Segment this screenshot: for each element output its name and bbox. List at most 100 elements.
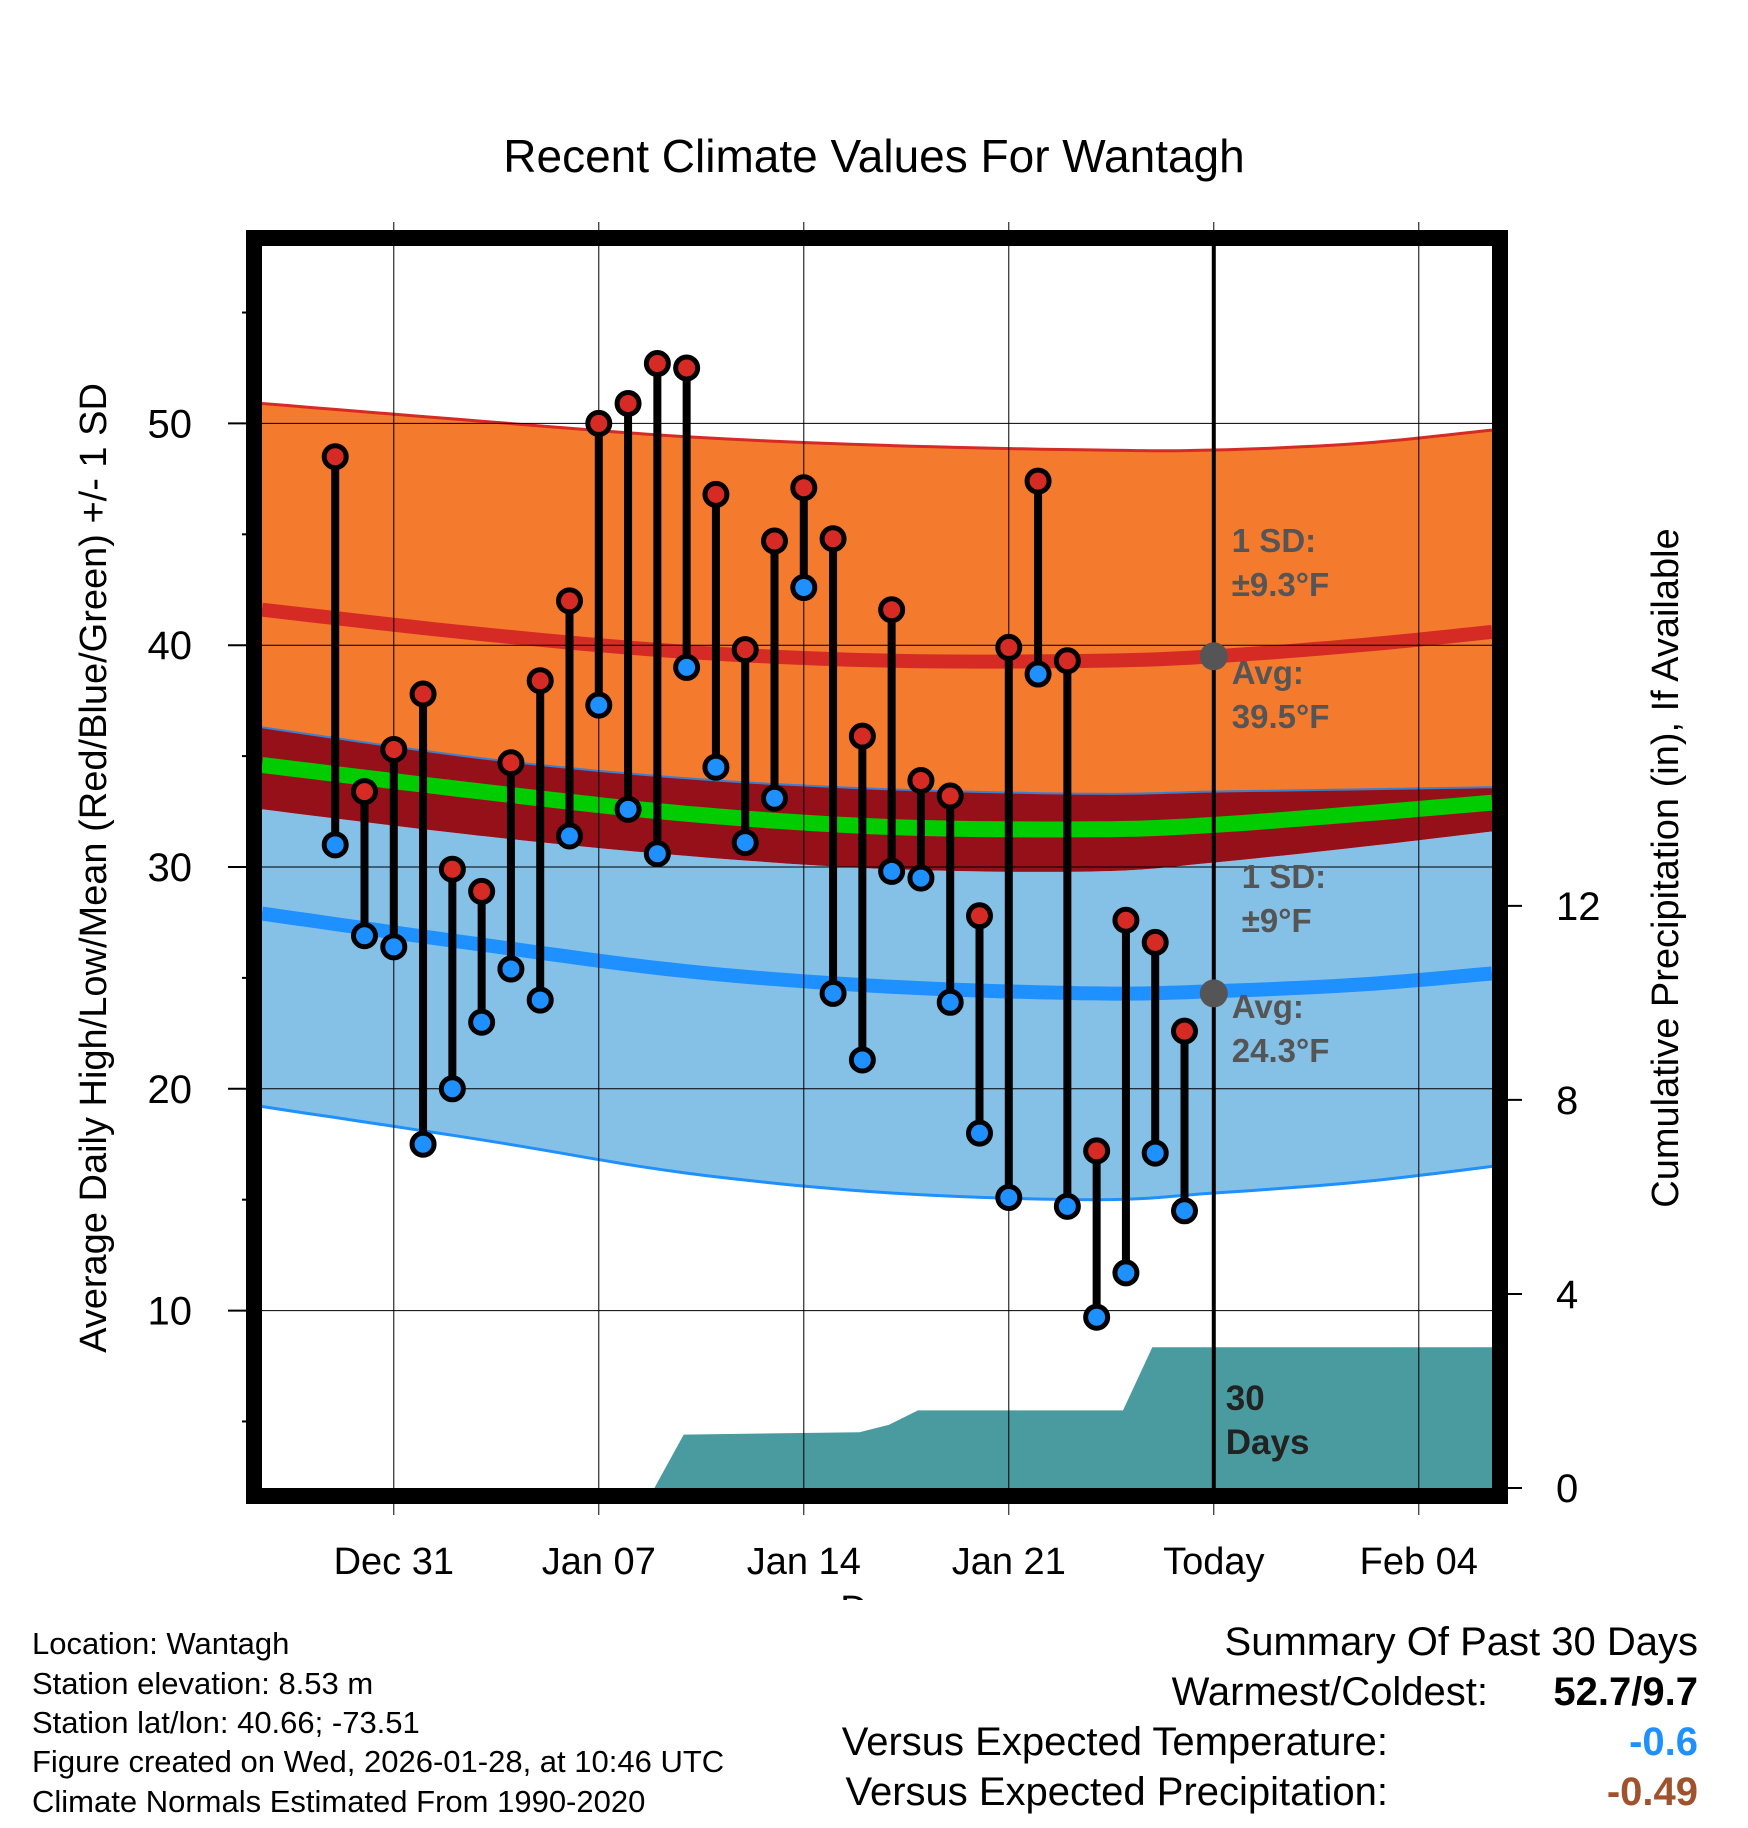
right-tick-label: 12	[1556, 885, 1601, 929]
observed-high-point	[556, 587, 583, 615]
x-tick-label: Jan 07	[542, 1541, 656, 1583]
summary-temp-label: Versus Expected Temperature:	[841, 1720, 1388, 1764]
observed-high-point	[1171, 1017, 1198, 1045]
observed-low-point	[1083, 1303, 1111, 1331]
right-tick-label: 4	[1556, 1273, 1578, 1317]
observed-high-point	[702, 480, 730, 508]
observed-low-point	[673, 653, 701, 681]
observed-high-point	[497, 749, 525, 777]
observed-low-point	[790, 574, 818, 602]
x-tick-label: Jan 14	[747, 1541, 861, 1583]
low-avg-value: 24.3°F	[1232, 1032, 1330, 1069]
observed-high-point	[819, 525, 847, 553]
observed-low-point	[321, 831, 349, 859]
observed-low-point	[438, 1075, 466, 1103]
y-axis-label-left: Average Daily High/Low/Mean (Red/Blue/Gr…	[73, 383, 115, 1353]
observed-low-point	[380, 933, 408, 961]
low-avg-title: Avg:	[1232, 988, 1304, 1025]
observed-low-point	[1141, 1139, 1169, 1167]
normal-low-line	[261, 906, 1493, 1001]
observed-low-point	[585, 691, 613, 719]
precip-area	[262, 1347, 1492, 1488]
observed-bars	[321, 350, 1198, 1331]
observed-high-point	[351, 778, 378, 806]
observed-low-point	[351, 922, 378, 950]
observed-high-point	[321, 443, 349, 471]
observed-low-point	[761, 784, 788, 812]
observed-high-point	[614, 389, 642, 417]
x-tick-label: Today	[1163, 1541, 1264, 1583]
meta-created: Figure created on Wed, 2026-01-28, at 10…	[32, 1744, 725, 1779]
meta-elevation: Station elevation: 8.53 m	[32, 1666, 374, 1701]
observed-high-point	[907, 767, 935, 795]
observed-low-point	[497, 955, 525, 983]
observed-high-point	[409, 680, 437, 708]
observed-low-point	[819, 979, 847, 1007]
observed-high-point	[1112, 906, 1140, 934]
x-tick-label: Feb 04	[1360, 1541, 1478, 1583]
summary-precip-label: Versus Expected Precipitation:	[845, 1770, 1388, 1814]
normal-mean-line	[261, 757, 1493, 838]
observed-high-point	[1024, 467, 1052, 495]
observed-high-point	[438, 855, 466, 883]
left-tick-label: 10	[148, 1290, 193, 1334]
observed-low-point	[1112, 1259, 1140, 1287]
right-tick-label: 0	[1556, 1467, 1578, 1511]
left-tick-label: 50	[148, 402, 193, 446]
annotations: 1 SD: ±9.3°F Avg: 39.5°F 1 SD: ±9°F Avg: 24.3°F…	[1199, 522, 1330, 1462]
high-upper-line	[261, 402, 1493, 453]
observed-high-point	[526, 667, 554, 695]
observed-low-point	[1053, 1192, 1081, 1220]
summary-title: Summary Of Past 30 Days	[1224, 1620, 1698, 1664]
observed-low-point	[1171, 1197, 1198, 1225]
low-avg-marker	[1199, 979, 1228, 1008]
observed-high-point	[966, 902, 993, 930]
low-sd-value: ±9°F	[1242, 902, 1312, 939]
right-tick-label: 8	[1556, 1079, 1578, 1123]
observed-high-point	[995, 633, 1023, 661]
observed-low-point	[556, 822, 583, 850]
observed-high-point	[878, 596, 906, 624]
summary-warm-cold-value: 52.7/9.7	[1553, 1670, 1698, 1714]
high-sd-title: 1 SD:	[1232, 522, 1316, 559]
observed-high-point	[1083, 1137, 1111, 1165]
x-axis-label: Day	[840, 1589, 908, 1600]
summary-precip-value: -0.49	[1606, 1770, 1698, 1814]
left-tick-label: 40	[148, 624, 193, 668]
observed-low-point	[966, 1119, 993, 1147]
x-tick-label: Jan 21	[952, 1541, 1066, 1583]
observed-high-point	[1141, 928, 1169, 956]
observed-low-point	[702, 753, 730, 781]
observed-high-point	[761, 527, 788, 555]
observed-high-point	[1053, 647, 1081, 675]
meta-normals: Climate Normals Estimated From 1990-2020	[32, 1784, 646, 1819]
observed-low-point	[614, 795, 642, 823]
high-avg-title: Avg:	[1232, 654, 1304, 691]
axes: 10 20 30 40 50 0 4 8 12 Dec 31 Jan 07 Jan 14 Jan 21 T…	[148, 230, 1601, 1583]
chart-title: Recent Climate Values For Wantagh	[503, 130, 1244, 182]
observed-low-point	[907, 864, 935, 892]
low-sd-title: 1 SD:	[1242, 858, 1326, 895]
summary-warm-cold-label: Warmest/Coldest:	[1171, 1670, 1488, 1714]
observed-low-point	[526, 986, 554, 1014]
summary-temp-value: -0.6	[1629, 1720, 1698, 1764]
precip-area-group	[262, 1347, 1492, 1488]
observed-low-point	[731, 829, 759, 857]
meta-location: Location: Wantagh	[32, 1626, 290, 1661]
observed-high-point	[643, 350, 671, 378]
observed-low-point	[936, 988, 964, 1016]
observed-high-point	[790, 474, 818, 502]
window-label-number: 30	[1226, 1379, 1265, 1418]
observed-high-point	[936, 782, 964, 810]
meta-latlon: Station lat/lon: 40.66; -73.51	[32, 1705, 420, 1740]
high-avg-marker	[1199, 642, 1228, 671]
normal-high-line	[261, 602, 1493, 669]
observed-high-point	[848, 722, 876, 750]
observed-low-point	[848, 1046, 876, 1074]
observed-low-point	[995, 1183, 1023, 1211]
observed-low-point	[878, 857, 906, 885]
left-tick-label: 30	[148, 846, 193, 890]
observed-low-point	[1024, 660, 1052, 688]
high-sd-value: ±9.3°F	[1232, 566, 1329, 603]
y-axis-label-right: Cumulative Precipitation (in), If Availa…	[1645, 528, 1687, 1207]
